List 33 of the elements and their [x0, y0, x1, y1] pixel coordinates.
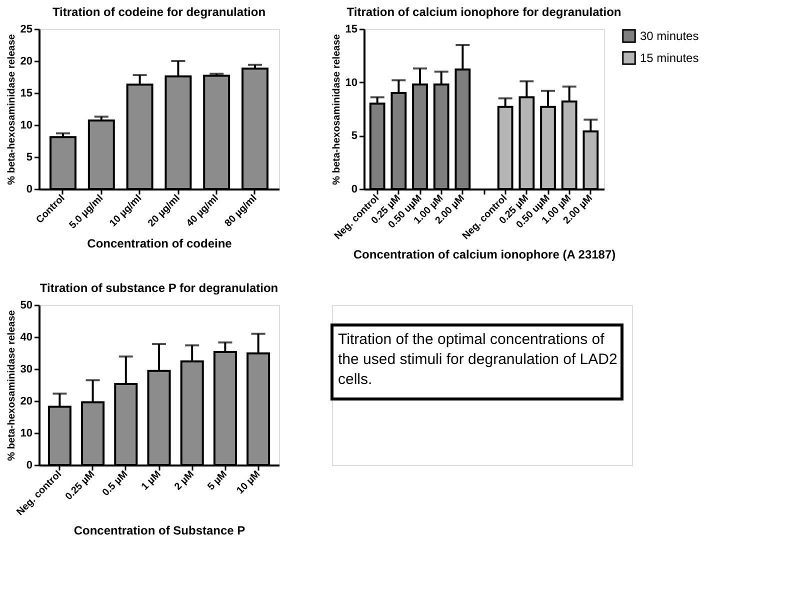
- y-tick-label: 15: [345, 24, 358, 36]
- y-tick-label: 25: [20, 24, 32, 36]
- y-tick-label: 15: [20, 88, 32, 100]
- x-axis-title: Concentration of codeine: [87, 236, 232, 250]
- y-axis-title: % beta-hexosaminidase release: [6, 34, 18, 185]
- y-tick-label: 10: [20, 428, 32, 440]
- x-tick-label: 2 µM: [172, 468, 196, 493]
- legend-label: 30 minutes: [640, 29, 699, 43]
- x-tick-label: 0.5 µM: [100, 468, 130, 499]
- x-tick-label: 1 µM: [140, 468, 164, 493]
- y-tick-label: 5: [351, 130, 358, 142]
- y-tick-label: 10: [345, 76, 358, 89]
- y-tick-label: 0: [26, 184, 32, 196]
- y-tick-label: 40: [20, 332, 32, 344]
- chart-title: Titration of calcium ionophore for degranulation: [346, 5, 622, 19]
- y-tick-label: 50: [20, 300, 32, 312]
- y-tick-label: 20: [20, 396, 32, 408]
- y-axis-title: % beta-hexosaminidase release: [6, 310, 18, 461]
- x-axis-title: Concentration of Substance P: [74, 523, 246, 538]
- y-tick-label: 5: [26, 152, 32, 164]
- text: Titration of the optimal concentrations of the used stimuli for degranulation of LAD2 cells.: [338, 331, 618, 388]
- y-tick-label: 20: [20, 56, 32, 68]
- chart-title: Titration of codeine for degranulation: [52, 5, 266, 19]
- y-tick-label: 10: [20, 120, 32, 132]
- y-tick-label: 30: [20, 364, 32, 376]
- legend-label: 15 minutes: [640, 51, 699, 65]
- x-axis-title: Concentration of calcium ionophore (A 23187): [353, 247, 616, 262]
- y-tick-label: 0: [351, 184, 358, 196]
- y-axis-title: % beta-hexosaminidase release: [331, 34, 342, 185]
- x-tick-label: 5 µM: [206, 468, 230, 493]
- y-tick-label: 0: [26, 460, 32, 472]
- x-tick-label: 10 µM: [234, 468, 263, 497]
- chart-title: Titration of substance P for degranulation: [40, 281, 278, 295]
